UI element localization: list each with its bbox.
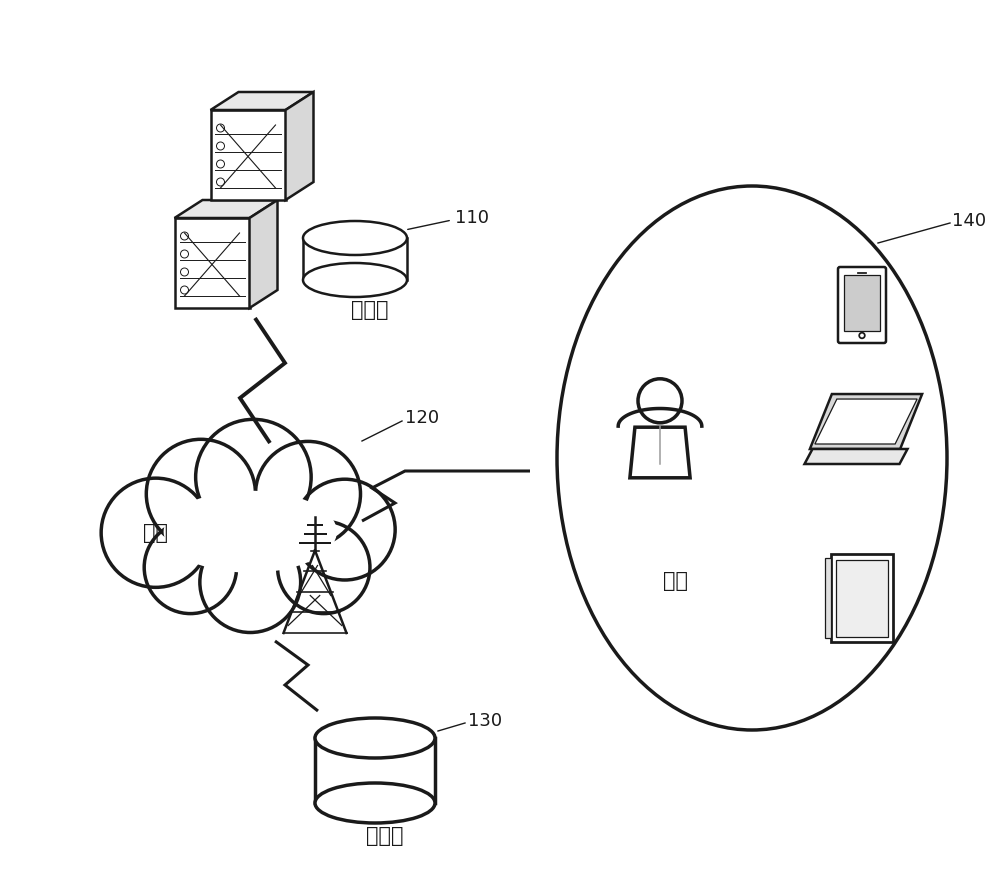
Text: 130: 130 bbox=[468, 712, 502, 730]
Polygon shape bbox=[175, 200, 278, 218]
Polygon shape bbox=[810, 394, 922, 449]
Ellipse shape bbox=[303, 263, 407, 297]
Circle shape bbox=[638, 379, 682, 422]
Polygon shape bbox=[210, 92, 314, 110]
Polygon shape bbox=[815, 399, 917, 444]
Polygon shape bbox=[825, 558, 831, 638]
Ellipse shape bbox=[161, 487, 340, 576]
Polygon shape bbox=[805, 449, 908, 464]
Text: 120: 120 bbox=[405, 409, 439, 427]
Ellipse shape bbox=[315, 718, 435, 758]
FancyBboxPatch shape bbox=[838, 267, 886, 343]
Polygon shape bbox=[210, 110, 286, 200]
Text: 110: 110 bbox=[455, 209, 489, 227]
Circle shape bbox=[278, 522, 370, 613]
Circle shape bbox=[196, 420, 311, 535]
Text: 数据库: 数据库 bbox=[366, 826, 404, 846]
Polygon shape bbox=[315, 738, 435, 803]
Polygon shape bbox=[175, 218, 250, 308]
Polygon shape bbox=[250, 200, 278, 308]
Polygon shape bbox=[630, 427, 690, 478]
Circle shape bbox=[200, 531, 301, 632]
Text: 网络: 网络 bbox=[143, 523, 168, 543]
Ellipse shape bbox=[315, 783, 435, 823]
Circle shape bbox=[256, 441, 360, 547]
Polygon shape bbox=[286, 92, 314, 200]
Circle shape bbox=[294, 480, 395, 580]
Polygon shape bbox=[831, 554, 893, 642]
Ellipse shape bbox=[557, 186, 947, 730]
Polygon shape bbox=[836, 560, 888, 637]
Text: 服务器: 服务器 bbox=[351, 300, 389, 320]
Text: 终端: 终端 bbox=[662, 571, 688, 591]
Circle shape bbox=[144, 522, 237, 613]
Ellipse shape bbox=[164, 491, 337, 572]
Text: 140: 140 bbox=[952, 212, 986, 230]
Circle shape bbox=[146, 439, 256, 548]
Circle shape bbox=[101, 478, 210, 588]
Polygon shape bbox=[844, 275, 880, 331]
Ellipse shape bbox=[303, 221, 407, 255]
Polygon shape bbox=[303, 238, 407, 280]
